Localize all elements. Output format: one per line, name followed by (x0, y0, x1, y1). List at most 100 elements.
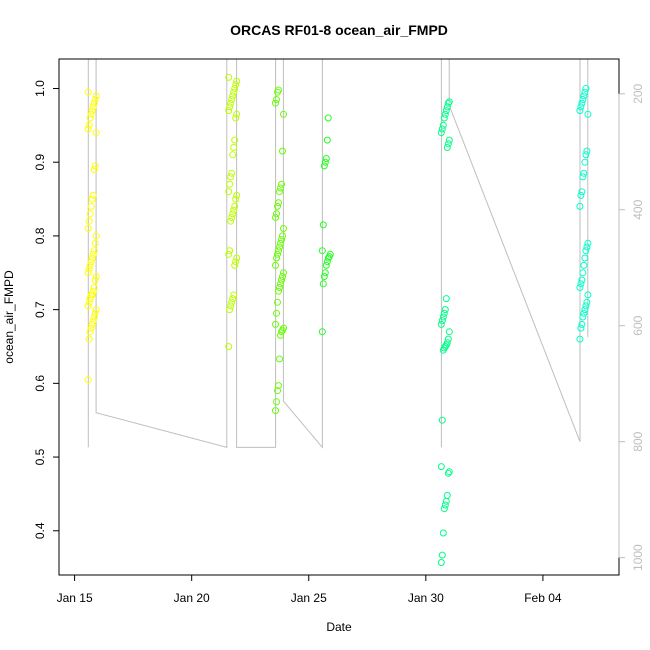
data-point (88, 254, 96, 262)
data-point (441, 343, 449, 350)
data-point (583, 298, 591, 306)
data-point (277, 280, 284, 288)
data-point (227, 173, 235, 181)
data-point (89, 250, 97, 258)
data-point (576, 335, 584, 343)
data-point (233, 191, 241, 199)
data-point (437, 463, 445, 471)
data-point (87, 324, 95, 332)
data-point (228, 96, 236, 103)
data-point (90, 247, 98, 255)
x-axis-label: Date (326, 620, 352, 634)
data-point (324, 114, 332, 122)
data-point (445, 468, 453, 476)
data-point (85, 121, 93, 129)
data-point (230, 206, 238, 214)
data-point (443, 491, 451, 499)
y-tick-label: 0.5 (33, 448, 47, 465)
data-point (89, 191, 97, 199)
data-point (91, 239, 99, 247)
data-point (277, 239, 284, 247)
data-point (280, 269, 287, 277)
data-point (88, 195, 96, 203)
data-point (92, 306, 100, 314)
y-axis-label: ocean_air_FMPD (2, 270, 16, 364)
data-point (323, 136, 331, 144)
data-point (277, 184, 284, 192)
data-point (326, 250, 334, 258)
y-axis: 0.4 0.5 0.6 0.7 0.8 0.9 1.0 (33, 80, 60, 539)
data-point (275, 247, 282, 255)
data-point (445, 328, 453, 336)
data-point (319, 221, 327, 229)
data-point (441, 306, 449, 314)
data-point (91, 96, 99, 103)
data-point (89, 317, 97, 325)
data-point (324, 254, 332, 262)
data-point (440, 114, 448, 122)
data-point (226, 247, 234, 255)
data-point (84, 225, 92, 232)
data-point (278, 328, 285, 336)
data-point (322, 155, 330, 162)
data-point (442, 107, 450, 115)
data-point (278, 276, 285, 284)
points-layer (84, 73, 592, 566)
data-point (578, 188, 586, 196)
data-point (318, 328, 326, 336)
data-point (275, 86, 282, 94)
data-point (90, 313, 98, 321)
data-point (445, 136, 453, 144)
data-point (274, 298, 281, 306)
data-point (580, 261, 588, 269)
data-point (228, 169, 236, 177)
data-point (581, 88, 589, 96)
data-point (438, 551, 446, 559)
data-point (226, 306, 234, 314)
data-point (318, 247, 326, 255)
data-point (272, 320, 279, 328)
data-point (230, 291, 238, 299)
data-point (225, 343, 233, 350)
data-point (579, 269, 587, 277)
data-point (576, 107, 584, 115)
data-point (229, 92, 237, 100)
data-point (582, 85, 590, 92)
y-tick-label: 0.4 (33, 522, 47, 539)
y2-tick-label: 800 (631, 431, 645, 451)
data-point (576, 284, 584, 291)
data-point (88, 291, 96, 299)
data-point (581, 306, 589, 314)
data-point (227, 99, 235, 107)
data-point (91, 162, 99, 170)
data-point (584, 291, 592, 299)
data-point (276, 355, 283, 363)
data-point (444, 99, 452, 107)
data-point (272, 407, 279, 415)
x-tick-label: Feb 04 (524, 591, 562, 605)
pressure-trace-line (87, 58, 589, 449)
data-point (445, 98, 453, 106)
data-point (580, 92, 588, 100)
data-point (438, 317, 446, 325)
data-point (579, 96, 587, 103)
data-point (442, 497, 450, 505)
data-point (321, 269, 329, 277)
data-point (84, 88, 92, 96)
data-point (84, 376, 92, 384)
data-point (231, 261, 239, 269)
data-point (276, 188, 283, 196)
data-point (272, 214, 279, 221)
data-point (582, 302, 590, 310)
data-point (582, 247, 590, 255)
data-point (232, 114, 240, 122)
data-point (229, 151, 237, 159)
data-point (578, 99, 586, 107)
data-point (443, 144, 451, 151)
data-point (273, 309, 280, 317)
data-point (92, 92, 100, 100)
data-point (577, 103, 585, 111)
data-point (275, 382, 282, 390)
data-point (86, 261, 94, 269)
